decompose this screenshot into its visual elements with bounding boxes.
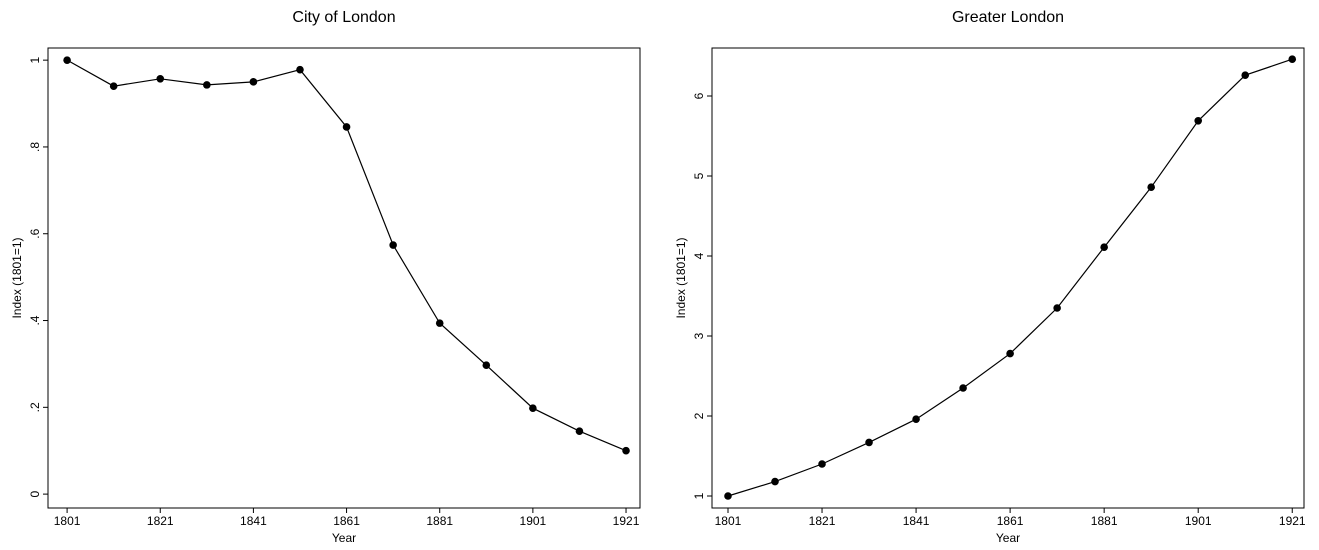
data-point [529, 404, 537, 412]
data-point [435, 319, 444, 327]
data-line [66, 59, 627, 452]
x-tick-label: 1901 [1185, 514, 1212, 528]
data-point [1006, 349, 1014, 358]
y-axis-title: Index (1801=1) [10, 237, 24, 318]
y-tick-label: 4 [692, 252, 706, 259]
data-point [482, 361, 491, 370]
data-point [865, 438, 873, 447]
x-tick-label: 1821 [809, 514, 836, 528]
x-tick-label: 1861 [333, 514, 360, 528]
chart-title: City of London [292, 9, 395, 26]
data-point [1053, 304, 1061, 312]
x-tick-label: 1881 [426, 514, 453, 528]
x-axis-title: Year [332, 531, 356, 545]
data-point [818, 460, 826, 468]
x-tick-label: 1881 [1091, 514, 1118, 528]
y-tick-label: 3 [692, 332, 706, 339]
data-point [156, 75, 165, 83]
y-axis-title: Index (1801=1) [674, 237, 688, 318]
plot-frame [711, 47, 1305, 509]
y-tick-label: 5 [692, 172, 706, 179]
data-point [296, 65, 304, 74]
data-point [342, 123, 351, 131]
data-point [203, 81, 211, 89]
y-tick-label: .4 [28, 315, 42, 325]
y-tick-label: 6 [692, 92, 706, 99]
data-point [63, 56, 71, 64]
x-tick-label: 1801 [715, 514, 742, 528]
data-point [912, 415, 920, 424]
y-tick-label: 2 [692, 412, 706, 419]
x-tick-label: 1861 [997, 514, 1024, 528]
data-point [724, 492, 732, 500]
x-tick-label: 1921 [613, 514, 640, 528]
y-tick-label: 1 [28, 56, 42, 63]
data-point [1147, 183, 1155, 191]
data-point [771, 477, 779, 486]
data-point [959, 384, 967, 392]
x-tick-label: 1801 [54, 514, 81, 528]
x-tick-label: 1841 [903, 514, 930, 528]
x-tick-label: 1821 [147, 514, 174, 528]
chart-title: Greater London [952, 9, 1064, 26]
x-tick-label: 1841 [240, 514, 267, 528]
y-tick-label: 1 [692, 492, 706, 499]
data-point [1100, 243, 1108, 251]
plot-frame [47, 47, 641, 509]
data-point [1288, 55, 1297, 63]
data-point [622, 446, 630, 455]
y-tick-label: .8 [28, 142, 42, 152]
data-point [249, 78, 258, 86]
data-point [1194, 117, 1203, 125]
data-point [109, 82, 118, 90]
data-point [1241, 71, 1250, 79]
data-point [389, 241, 397, 249]
data-line [727, 58, 1293, 497]
y-tick-label: 0 [28, 490, 42, 497]
x-tick-label: 1921 [1279, 514, 1306, 528]
y-tick-label: .6 [28, 228, 42, 238]
data-point [575, 427, 584, 435]
x-tick-label: 1901 [520, 514, 547, 528]
y-tick-label: .2 [28, 402, 42, 412]
x-axis-title: Year [996, 531, 1020, 545]
